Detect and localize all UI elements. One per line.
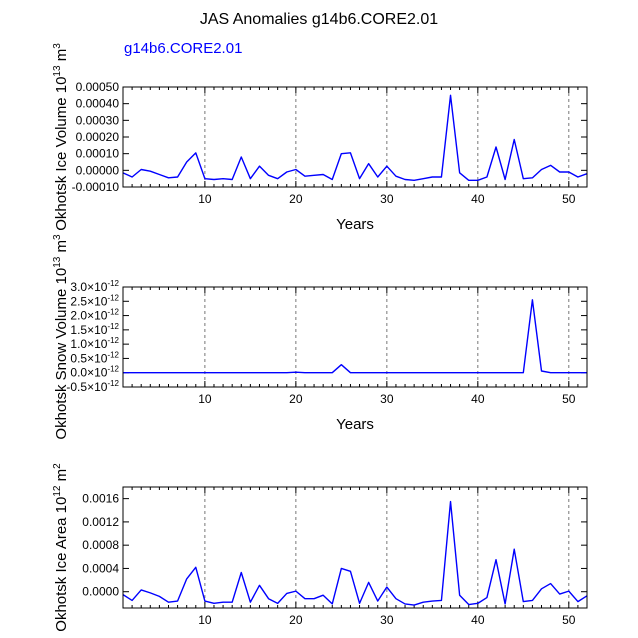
x-tick-label: 40	[471, 613, 485, 627]
y-tick-label: 0.00010	[76, 147, 120, 161]
x-tick-label: 50	[562, 192, 576, 206]
y-tick-label: 0.00030	[76, 113, 120, 127]
panel-3: 10 20 30 40 50 0.0000 0.0004 0.0008 0.0012 0.0016…	[52, 463, 588, 638]
series-line	[122, 500, 588, 606]
y-tick-label: 1.5×10-12	[70, 322, 119, 337]
y-tick-label: 0.0008	[82, 538, 119, 552]
y-tick-label: 3.0×10-12	[70, 279, 119, 294]
x-tick-label: 10	[198, 613, 212, 627]
y-axis-label: Okhotsk Ice Volume 1013 m3	[52, 43, 70, 231]
x-tick-label: 30	[380, 613, 394, 627]
x-tick-label: 30	[380, 192, 394, 206]
y-tick-label: 0.00050	[76, 80, 120, 94]
y-tick-label: 0.0004	[82, 561, 119, 575]
panel-2: 10 20 30 40 50-0.5×10-120.0×10-120.5×10-121.…	[52, 234, 588, 440]
chart-panels: 10 20 30 40 50 -0.00010 0.00000 0.00010 0.00020 0…	[52, 43, 588, 638]
series-line	[123, 299, 587, 374]
plot-frame	[122, 86, 588, 188]
x-tick-label: 40	[471, 192, 485, 206]
y-tick-label: -0.00010	[72, 180, 120, 194]
x-tick-label: 10	[198, 392, 212, 406]
y-tick-label: 0.0×10-12	[70, 365, 119, 380]
y-tick-label: -0.5×10-12	[66, 379, 119, 394]
y-tick-label: 2.0×10-12	[70, 308, 119, 323]
y-tick-label: 1.0×10-12	[70, 336, 119, 351]
y-tick-label: 0.0012	[82, 515, 119, 529]
chart-title: JAS Anomalies g14b6.CORE2.01	[200, 11, 438, 28]
x-tick-label: 40	[471, 392, 485, 406]
panel-1: 10 20 30 40 50 -0.00010 0.00000 0.00010 0.00020 0…	[52, 43, 588, 233]
y-tick-label: 0.00020	[76, 130, 120, 144]
x-axis-label: Years	[336, 416, 374, 433]
x-tick-label: 20	[289, 613, 303, 627]
y-tick-label: 0.0016	[82, 492, 119, 506]
plot-frame	[122, 486, 588, 609]
legend-label: g14b6.CORE2.01	[124, 40, 242, 57]
y-tick-label: 0.0000	[82, 585, 119, 599]
x-tick-label: 10	[198, 192, 212, 206]
y-tick-label: 0.00000	[76, 163, 120, 177]
y-axis-label: Okhotsk Ice Area 1012 m2	[52, 463, 70, 632]
x-tick-label: 30	[380, 392, 394, 406]
y-tick-label: 0.5×10-12	[70, 350, 119, 365]
y-tick-label: 2.5×10-12	[70, 293, 119, 308]
y-tick-label: 0.00040	[76, 97, 120, 111]
x-tick-label: 50	[562, 392, 576, 406]
y-axis-label: Okhotsk Snow Volume 1013 m3	[52, 234, 70, 440]
x-tick-label: 20	[289, 392, 303, 406]
x-tick-label: 50	[562, 613, 576, 627]
plot-frame	[122, 286, 588, 388]
x-axis-label: Years	[336, 216, 374, 233]
series-line	[122, 94, 588, 182]
x-tick-label: 20	[289, 192, 303, 206]
